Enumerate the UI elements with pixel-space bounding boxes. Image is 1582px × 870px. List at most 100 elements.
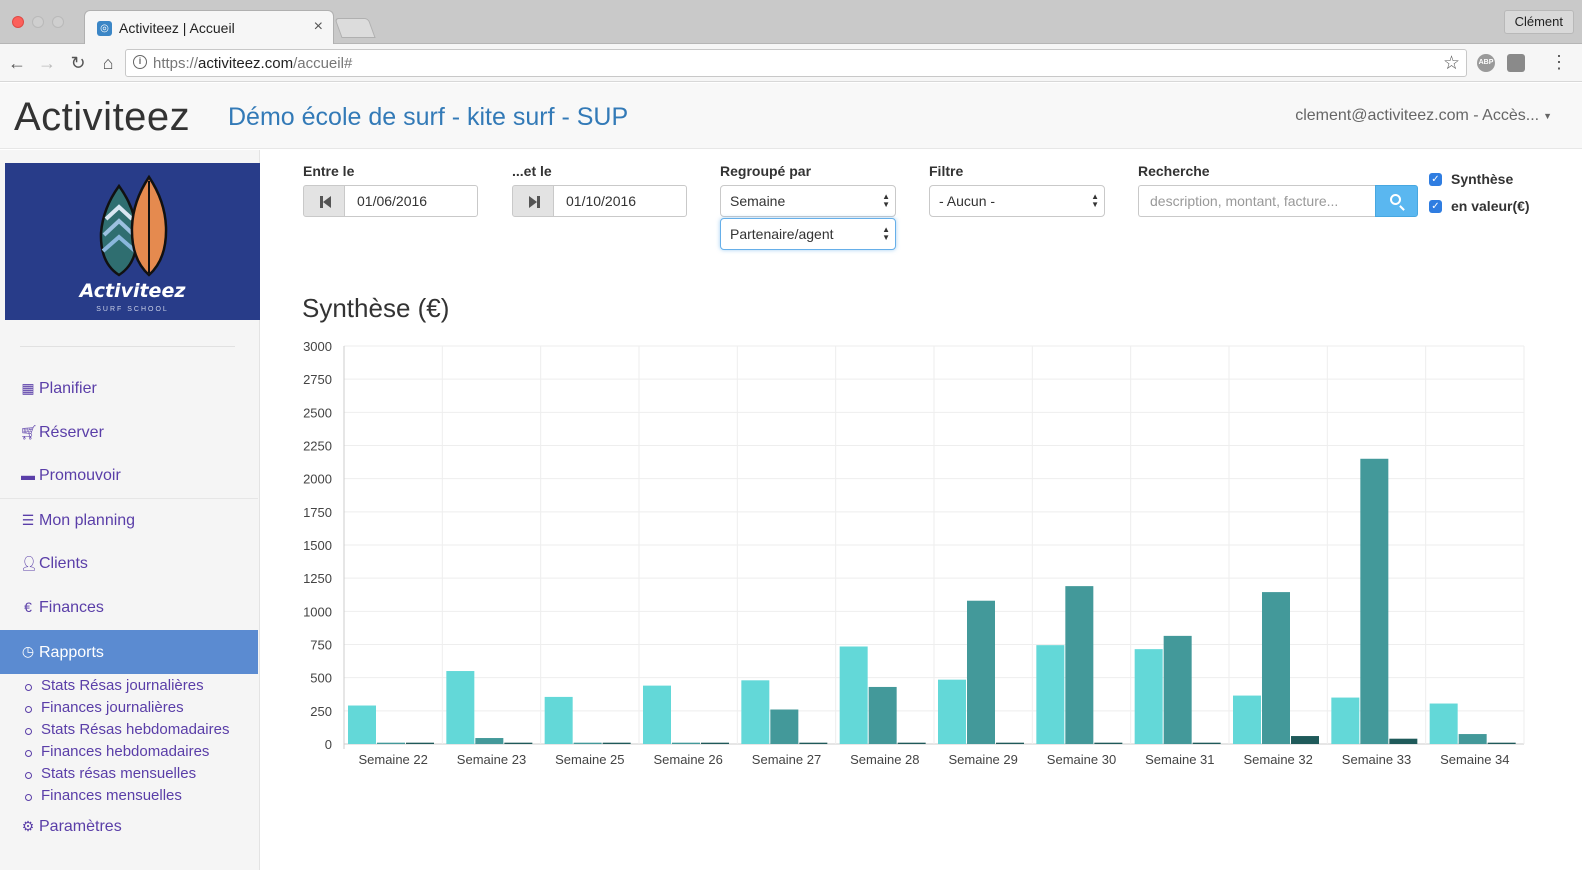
browser-tab[interactable]: ◎ Activiteez | Accueil × xyxy=(84,10,334,44)
sidebar-item-mon-planning[interactable]: ☰ Mon planning xyxy=(0,500,258,542)
x-tick-label: Semaine 32 xyxy=(1243,752,1312,767)
minimize-window-button[interactable] xyxy=(32,16,44,28)
sidebar-item-label: Planifier xyxy=(39,380,97,397)
tab-close-button[interactable]: × xyxy=(313,18,323,35)
submenu-item[interactable]: Finances journalières xyxy=(0,697,258,719)
y-tick-label: 2000 xyxy=(303,472,332,487)
x-tick-label: Semaine 31 xyxy=(1145,752,1214,767)
sidebar-item-clients[interactable]: 👤︎ Clients xyxy=(0,543,258,585)
extension-icon[interactable] xyxy=(1507,54,1525,72)
profile-button[interactable]: Clément xyxy=(1503,10,1574,34)
chart-title: Synthèse (€) xyxy=(302,293,450,323)
url-host: activiteez.com xyxy=(198,55,294,72)
chart-bar xyxy=(1360,458,1389,744)
close-window-button[interactable] xyxy=(12,16,24,28)
search-button[interactable] xyxy=(1375,185,1418,217)
group-by-select[interactable]: Semaine ▲ ▼ xyxy=(720,185,896,217)
back-arrow-icon[interactable]: ← xyxy=(8,53,26,73)
school-logo: Activiteez SURF SCHOOL xyxy=(5,163,260,320)
bookmark-star-icon[interactable]: ☆ xyxy=(1442,53,1460,74)
submenu-item[interactable]: Stats résas mensuelles xyxy=(0,763,258,785)
sidebar-item-reserver[interactable]: 🛒︎ Réserver xyxy=(0,412,258,454)
new-tab-button[interactable] xyxy=(334,18,376,38)
user-menu[interactable]: clement@activiteez.com - Accès... ▼ xyxy=(1295,107,1552,125)
submenu-item[interactable]: Finances hebdomadaires xyxy=(0,741,258,763)
search-input[interactable]: description, montant, facture... xyxy=(1138,185,1376,217)
sidebar-item-promouvoir[interactable]: ▬ Promouvoir xyxy=(0,455,258,497)
home-icon[interactable]: ⌂ xyxy=(102,53,114,73)
chart-bar xyxy=(1134,649,1163,744)
x-tick-label: Semaine 27 xyxy=(752,752,821,767)
chart-bar xyxy=(967,600,995,744)
brand-logo[interactable]: Activiteez xyxy=(14,95,191,139)
from-date-input[interactable]: 01/06/2016 xyxy=(344,185,478,217)
comment-icon: ▬ xyxy=(21,467,35,483)
cart-icon: 🛒︎ xyxy=(20,424,38,440)
x-tick-label: Semaine 22 xyxy=(358,752,427,767)
last-date-button[interactable] xyxy=(512,185,554,217)
skip-forward-icon-bar xyxy=(537,196,540,208)
maximize-window-button[interactable] xyxy=(52,16,64,28)
school-name[interactable]: Démo école de surf - kite surf - SUP xyxy=(228,103,629,131)
first-date-button[interactable] xyxy=(303,185,345,217)
chart-bar xyxy=(1233,695,1261,744)
reload-icon[interactable]: ↻ xyxy=(70,53,86,73)
forward-arrow-icon[interactable]: → xyxy=(38,53,56,73)
y-tick-label: 1500 xyxy=(303,538,332,553)
info-icon[interactable]: i xyxy=(133,55,147,69)
adblock-icon[interactable]: ABP xyxy=(1477,54,1495,72)
y-tick-label: 1250 xyxy=(303,571,332,586)
browser-menu-icon[interactable]: ⋮ xyxy=(1550,52,1568,72)
address-bar[interactable]: i https://activiteez.com/accueil# ☆ xyxy=(125,49,1467,77)
bar-chart: 0 250 500 750 1000 1250 1500 1750 2000 2250 2500 27… xyxy=(303,339,1525,767)
submenu-item[interactable]: Stats Résas hebdomadaires xyxy=(0,719,258,741)
y-tick-label: 2250 xyxy=(303,439,332,454)
search-icon-handle xyxy=(1399,205,1405,211)
submenu-item[interactable]: Finances mensuelles xyxy=(0,785,258,807)
y-tick-label: 2500 xyxy=(303,405,332,420)
chart-bar xyxy=(1458,734,1487,744)
sidebar-item-label: Mon planning xyxy=(39,512,136,529)
filter-label: Filtre xyxy=(929,163,964,179)
group-by-secondary-value: Partenaire/agent xyxy=(730,226,834,242)
filter-value: - Aucun - xyxy=(939,193,996,209)
chart-bar xyxy=(1262,592,1290,744)
synthese-checkbox[interactable]: ✓ xyxy=(1429,173,1442,186)
user-icon: 👤︎ xyxy=(20,555,38,571)
sidebar-item-finances[interactable]: € Finances xyxy=(0,587,258,629)
chart-bar xyxy=(544,696,573,744)
y-tick-label: 750 xyxy=(310,638,332,653)
surfboards-icon xyxy=(99,174,168,277)
sidebar-item-planifier[interactable]: ▦ Planifier xyxy=(0,368,258,410)
logo-text: Activiteez xyxy=(79,280,186,302)
url-text[interactable]: https://activiteez.com/accueil# xyxy=(153,55,352,72)
sidebar-item-label: Paramètres xyxy=(39,818,122,835)
select-arrows-icon: ▲ ▼ xyxy=(1091,192,1099,209)
submenu-item[interactable]: Stats Résas journalières xyxy=(0,675,258,697)
filter-select[interactable]: - Aucun - ▲ ▼ xyxy=(929,185,1105,217)
chart-bar xyxy=(643,685,671,744)
search-label: Recherche xyxy=(1138,163,1210,179)
chart-bar xyxy=(799,742,828,744)
chart-bar xyxy=(701,742,729,744)
to-date-input[interactable]: 01/10/2016 xyxy=(553,185,687,217)
chart-bar xyxy=(741,680,770,744)
chart-bar xyxy=(1429,703,1458,744)
sidebar-item-rapports[interactable]: ◷ Rapports xyxy=(0,630,258,674)
chart-bar xyxy=(868,686,897,744)
chart-bar xyxy=(672,742,700,744)
y-tick-label: 1750 xyxy=(303,505,332,520)
chart-bar xyxy=(1487,742,1516,744)
y-tick-label: 500 xyxy=(310,671,332,686)
group-by-secondary-select[interactable]: Partenaire/agent ▲ ▼ xyxy=(720,218,896,250)
select-arrows-icon: ▲ ▼ xyxy=(882,225,890,242)
sidebar-item-parametres[interactable]: ⚙ Paramètres xyxy=(0,806,258,848)
chart-bar xyxy=(1331,697,1360,744)
valeur-checkbox[interactable]: ✓ xyxy=(1429,200,1442,213)
x-tick-label: Semaine 23 xyxy=(457,752,526,767)
url-scheme: https:// xyxy=(153,55,199,72)
select-arrows-icon: ▲ ▼ xyxy=(882,192,890,209)
x-tick-label: Semaine 34 xyxy=(1440,752,1509,767)
chart-bar xyxy=(504,742,533,744)
chart-bar xyxy=(1389,738,1418,744)
